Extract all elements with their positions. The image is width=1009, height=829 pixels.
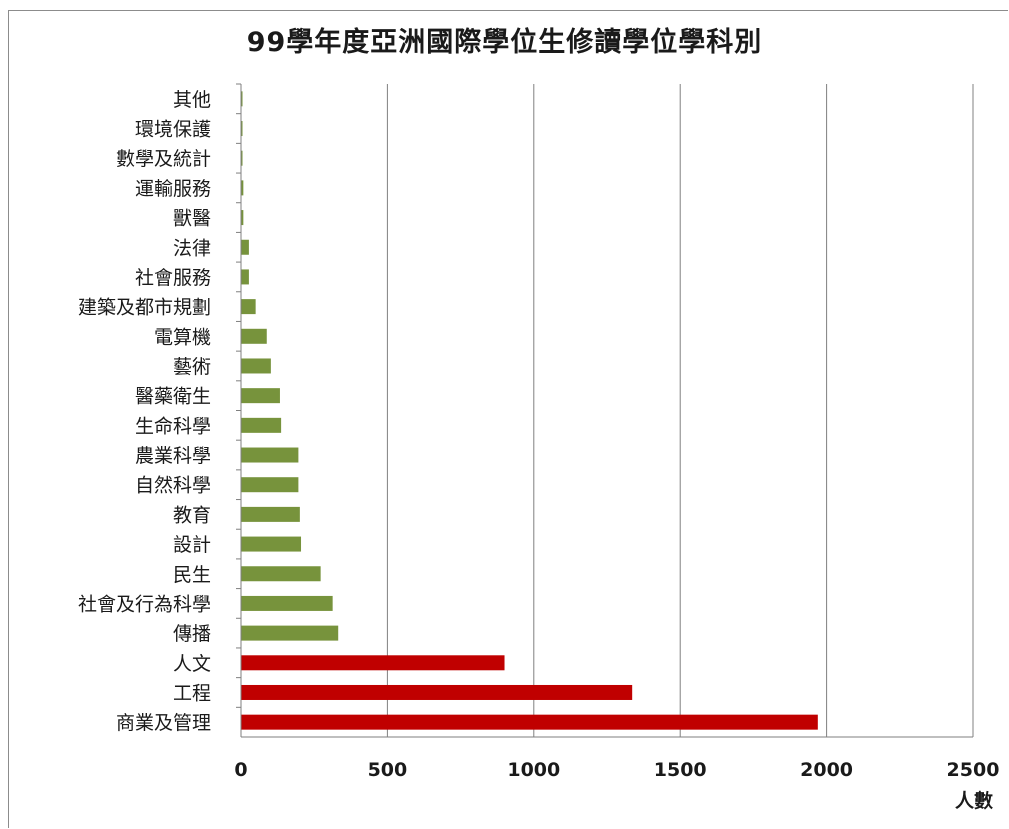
x-tick-label: 1000 xyxy=(507,759,560,781)
category-label: 社會及行為科學 xyxy=(78,593,211,615)
bar-5 xyxy=(241,210,244,226)
bar-11 xyxy=(241,388,280,404)
category-label: 自然科學 xyxy=(135,475,211,497)
bar-19 xyxy=(241,625,339,641)
bar-7 xyxy=(241,269,249,285)
axes xyxy=(236,83,973,738)
category-label: 設計 xyxy=(173,534,211,556)
category-label: 法律 xyxy=(173,237,211,259)
bars xyxy=(241,91,818,730)
category-label: 生命科學 xyxy=(135,415,211,437)
category-label: 商業及管理 xyxy=(116,712,211,734)
bar-16 xyxy=(241,536,302,552)
category-label: 建築及都市規劃 xyxy=(78,297,211,319)
category-label: 醫藥衛生 xyxy=(135,386,211,408)
bar-18 xyxy=(241,595,333,611)
category-label: 藝術 xyxy=(173,356,211,378)
x-tick-label: 0 xyxy=(234,759,247,781)
category-label: 環境保護 xyxy=(135,119,211,141)
bar-20 xyxy=(241,655,505,671)
bar-22 xyxy=(241,714,818,730)
chart-title: 99學年度亞洲國際學位生修讀學位學科別 xyxy=(246,27,763,58)
bar-10 xyxy=(241,358,271,374)
bar-1 xyxy=(241,91,243,107)
bar-14 xyxy=(241,477,299,493)
category-label: 運輸服務 xyxy=(135,178,211,200)
bar-4 xyxy=(241,180,244,196)
category-label: 傳播 xyxy=(173,623,211,645)
x-tick-label: 1500 xyxy=(654,759,707,781)
category-label: 人文 xyxy=(173,653,211,675)
category-label: 社會服務 xyxy=(135,267,211,289)
category-label: 教育 xyxy=(173,504,211,526)
bar-6 xyxy=(241,239,249,255)
category-label: 獸醫 xyxy=(173,208,211,230)
category-label: 其他 xyxy=(173,89,211,111)
x-tick-label: 2500 xyxy=(947,759,1000,781)
bar-2 xyxy=(241,121,243,137)
category-label: 民生 xyxy=(173,564,211,586)
category-labels: 其他環境保護數學及統計運輸服務獸醫法律社會服務建築及都市規劃電算機藝術醫藥衛生生… xyxy=(78,89,211,734)
bar-8 xyxy=(241,299,256,315)
bar-13 xyxy=(241,447,299,463)
category-label: 工程 xyxy=(173,682,211,704)
category-label: 數學及統計 xyxy=(116,148,211,170)
bar-12 xyxy=(241,417,282,433)
x-axis-unit-label: 人數 xyxy=(954,790,993,812)
bar-3 xyxy=(241,150,243,166)
bar-15 xyxy=(241,506,300,522)
category-label: 電算機 xyxy=(154,326,211,348)
category-label: 農業科學 xyxy=(135,445,211,467)
bar-17 xyxy=(241,566,321,582)
x-tick-label: 500 xyxy=(368,759,408,781)
x-tick-label: 2000 xyxy=(800,759,853,781)
gridlines xyxy=(386,84,974,737)
bar-21 xyxy=(241,684,633,700)
tick-labels: 0 500 1000 1500 2000 2500 xyxy=(234,759,999,781)
bar-9 xyxy=(241,328,267,344)
